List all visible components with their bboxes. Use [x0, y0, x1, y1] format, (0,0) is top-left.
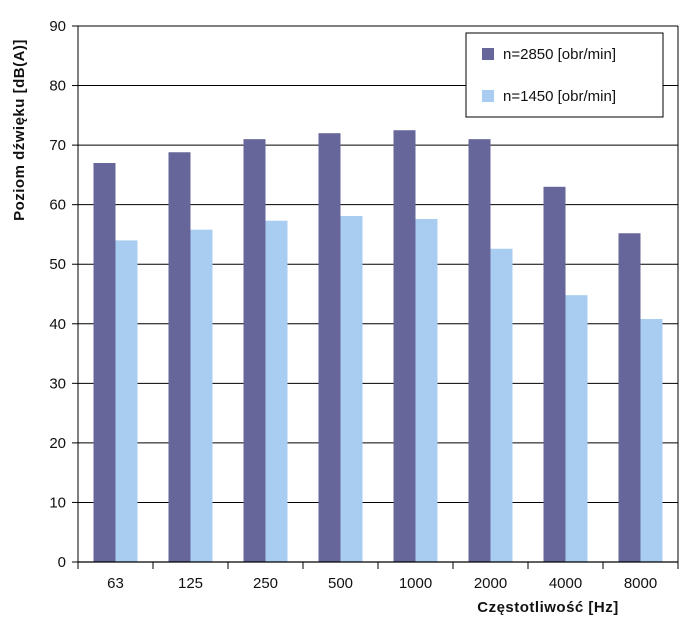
bar-n2850-4000: [543, 186, 566, 563]
bar-n1450-4000: [565, 295, 588, 562]
x-tick-label-250: 250: [253, 575, 278, 592]
bar-n1450-500: [340, 215, 363, 562]
legend-label-0: n=2850 [obr/min]: [503, 46, 616, 63]
bars: [93, 130, 663, 563]
bar-n2850-500: [318, 133, 341, 562]
legend-box: [465, 32, 664, 118]
bar-n2850-250: [243, 139, 266, 562]
y-tick-label: 80: [49, 78, 66, 95]
y-tick-label: 90: [49, 18, 66, 35]
y-tick-label: 0: [58, 554, 66, 571]
x-tick-label-8000: 8000: [624, 575, 657, 592]
bar-n1450-63: [115, 240, 138, 562]
y-tick-label: 60: [49, 197, 66, 214]
bar-n2850-125: [168, 152, 191, 562]
y-tick-label: 20: [49, 435, 66, 452]
y-tick-label: 30: [49, 375, 66, 392]
bar-n1450-250: [265, 220, 288, 562]
y-tick-label: 10: [49, 494, 66, 511]
x-axis-label: Częstotliwość [Hz]: [477, 599, 619, 616]
x-tick-label-1000: 1000: [399, 575, 432, 592]
x-tick-label-500: 500: [328, 575, 353, 592]
y-tick-label: 50: [49, 256, 66, 273]
x-tick-label-125: 125: [178, 575, 203, 592]
bar-n1450-125: [190, 229, 213, 562]
bar-n1450-1000: [415, 218, 438, 562]
legend-swatch-0: [482, 48, 494, 60]
x-tick-labels: 63 125 250 500 1000 2000 4000 8000: [77, 562, 679, 592]
bar-n2850-8000: [618, 233, 641, 562]
bar-n2850-63: [93, 162, 116, 562]
bar-n1450-8000: [640, 319, 663, 562]
bar-n2850-2000: [468, 139, 491, 562]
y-tick-label: 40: [49, 316, 66, 333]
y-tick-label: 70: [49, 137, 66, 154]
y-tick-labels: 0 10 20 30 40 50 60 70 80 90: [49, 18, 78, 571]
x-tick-label-2000: 2000: [474, 575, 507, 592]
legend-label-1: n=1450 [obr/min]: [503, 88, 616, 105]
x-tick-label-4000: 4000: [549, 575, 582, 592]
y-axis-label: Poziom dźwięku [dB(A)]: [11, 39, 28, 221]
bar-n2850-1000: [393, 130, 416, 562]
legend-swatch-1: [482, 90, 494, 102]
bar-n1450-2000: [490, 248, 513, 562]
x-tick-label-63: 63: [107, 575, 124, 592]
legend: n=2850 [obr/min] n=1450 [obr/min]: [465, 32, 664, 118]
